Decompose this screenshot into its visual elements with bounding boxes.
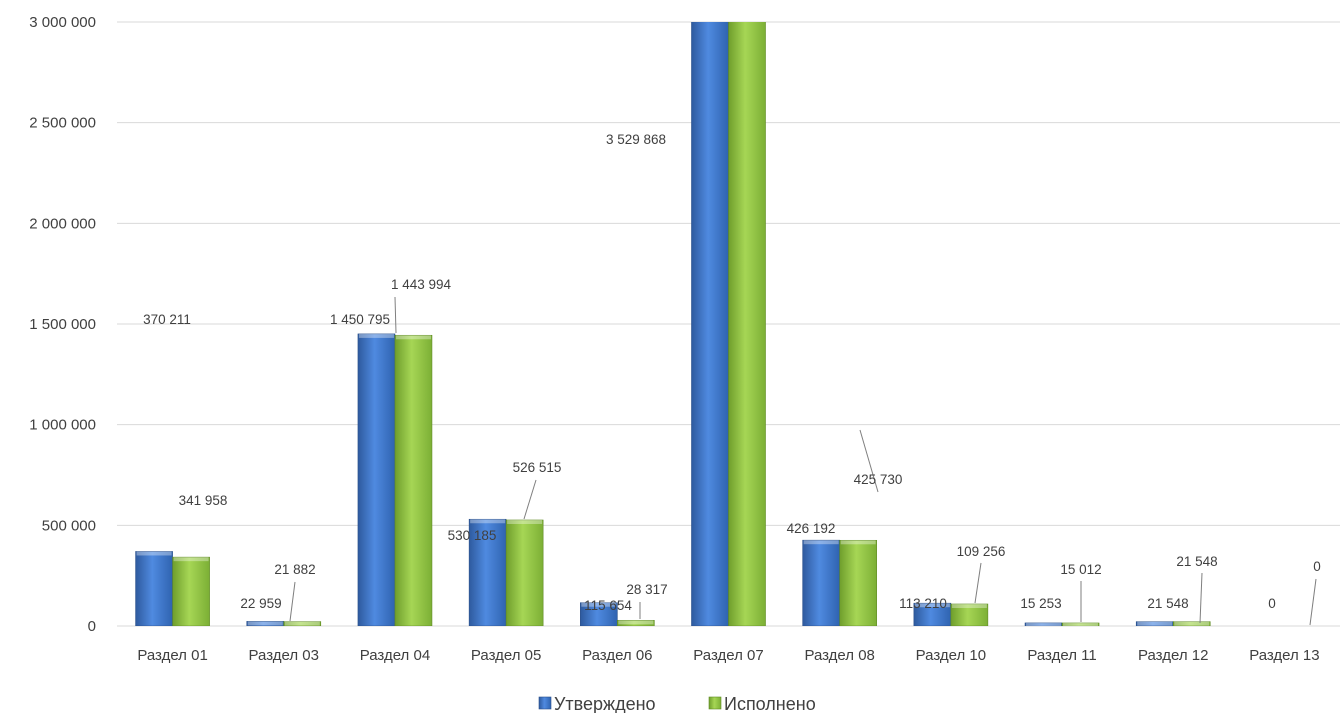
bar-executed — [172, 556, 210, 626]
data-label: 1 443 994 — [391, 277, 452, 292]
bar-bevel — [1026, 622, 1062, 626]
bar-bevel — [840, 540, 876, 545]
data-label: 0 — [1268, 596, 1276, 611]
bar-executed — [950, 603, 989, 626]
y-tick-label: 3 000 000 — [29, 14, 96, 31]
data-label: 341 958 — [179, 493, 228, 508]
y-axis: 0 500 000 1 000 000 1 500 000 2 000 000 2 500… — [29, 14, 96, 635]
bar-bevel — [730, 17, 765, 21]
leader-line — [1199, 572, 1203, 624]
bar-bevel — [618, 620, 654, 625]
bar-executed — [728, 22, 766, 626]
bar-bevel — [693, 17, 728, 21]
y-tick-label: 2 000 000 — [29, 215, 96, 232]
data-label: 115 654 — [584, 598, 632, 613]
bar-bevel — [173, 557, 209, 562]
bar-executed — [1172, 621, 1211, 626]
y-tick-label: 500 000 — [42, 517, 96, 534]
bar-bevel — [507, 519, 543, 524]
leader-line — [974, 562, 982, 604]
y-tick-label: 0 — [88, 618, 96, 635]
leader-line — [859, 429, 879, 493]
bar-executed — [394, 334, 433, 626]
bar-bevel — [914, 603, 950, 608]
data-label: 3 529 868 — [606, 132, 666, 147]
x-tick-label: Раздел 12 — [1138, 647, 1208, 664]
data-label: 426 192 — [787, 521, 836, 536]
data-label: 0 — [1313, 559, 1321, 574]
data-label: 21 882 — [274, 562, 315, 577]
leader-lines — [289, 296, 1317, 626]
bar-approved — [357, 333, 396, 626]
x-tick-label: Раздел 10 — [916, 647, 986, 664]
bar-bevel — [395, 335, 431, 340]
leader-line — [523, 479, 537, 520]
x-axis: Раздел 01 Раздел 03 Раздел 04 Раздел 05 Разд… — [137, 647, 1319, 664]
bar-bevel — [1137, 621, 1173, 626]
bar-executed — [1061, 622, 1100, 626]
x-tick-label: Раздел 05 — [471, 647, 541, 664]
data-label: 1 450 795 — [330, 312, 390, 327]
x-tick-label: Раздел 11 — [1027, 647, 1096, 664]
x-tick-label: Раздел 07 — [693, 647, 763, 664]
data-label: 530 185 — [448, 528, 497, 543]
data-label: 15 253 — [1020, 596, 1061, 611]
data-label: 370 211 — [143, 312, 191, 327]
x-tick-label: Раздел 03 — [249, 647, 319, 664]
data-label: 526 515 — [513, 460, 562, 475]
bar-approved — [135, 551, 173, 626]
data-label: 22 959 — [240, 596, 281, 611]
y-tick-label: 1 500 000 — [29, 316, 96, 333]
legend-label: Исполнено — [724, 694, 816, 713]
x-tick-label: Раздел 08 — [804, 647, 874, 664]
bar-bevel — [1063, 622, 1099, 626]
leader-line — [289, 581, 296, 622]
leader-line — [1309, 578, 1317, 626]
legend-swatch — [538, 696, 552, 710]
bar-bevel — [470, 519, 506, 524]
data-label: 28 317 — [626, 582, 667, 597]
y-tick-label: 1 000 000 — [29, 417, 96, 434]
bar-approved — [580, 602, 618, 626]
bar-bevel — [581, 602, 617, 607]
data-label: 21 548 — [1147, 596, 1188, 611]
data-label: 21 548 — [1176, 554, 1217, 569]
bar-bevel — [136, 551, 172, 556]
data-label: 15 012 — [1060, 562, 1101, 577]
bar-bevel — [951, 604, 987, 609]
y-tick-label: 2 500 000 — [29, 115, 96, 132]
legend-label: Утверждено — [554, 694, 656, 713]
x-tick-label: Раздел 04 — [360, 647, 430, 664]
bar-executed — [283, 621, 322, 626]
bar-executed — [617, 619, 655, 626]
bar-bevel — [284, 621, 320, 626]
bar-executed — [505, 519, 544, 626]
x-tick-label: Раздел 01 — [137, 647, 207, 664]
x-tick-label: Раздел 13 — [1249, 647, 1319, 664]
x-tick-label: Раздел 06 — [582, 647, 652, 664]
bars — [135, 17, 1211, 626]
legend: Утверждено Исполнено — [538, 694, 816, 713]
legend-swatch — [708, 696, 722, 710]
bar-executed — [839, 539, 877, 626]
bar-approved — [691, 22, 729, 626]
bar-bevel — [1174, 621, 1210, 626]
data-labels: 370 211 22 959 1 450 795 530 185 115 654 3 52… — [143, 132, 1321, 613]
bar-approved — [802, 539, 840, 626]
bar-bevel — [247, 621, 283, 626]
data-label: 109 256 — [957, 544, 1006, 559]
leader-line — [394, 296, 397, 334]
bar-bevel — [358, 333, 394, 338]
bar-bevel — [803, 540, 839, 545]
data-label: 113 210 — [899, 596, 947, 611]
data-label: 425 730 — [854, 472, 903, 487]
